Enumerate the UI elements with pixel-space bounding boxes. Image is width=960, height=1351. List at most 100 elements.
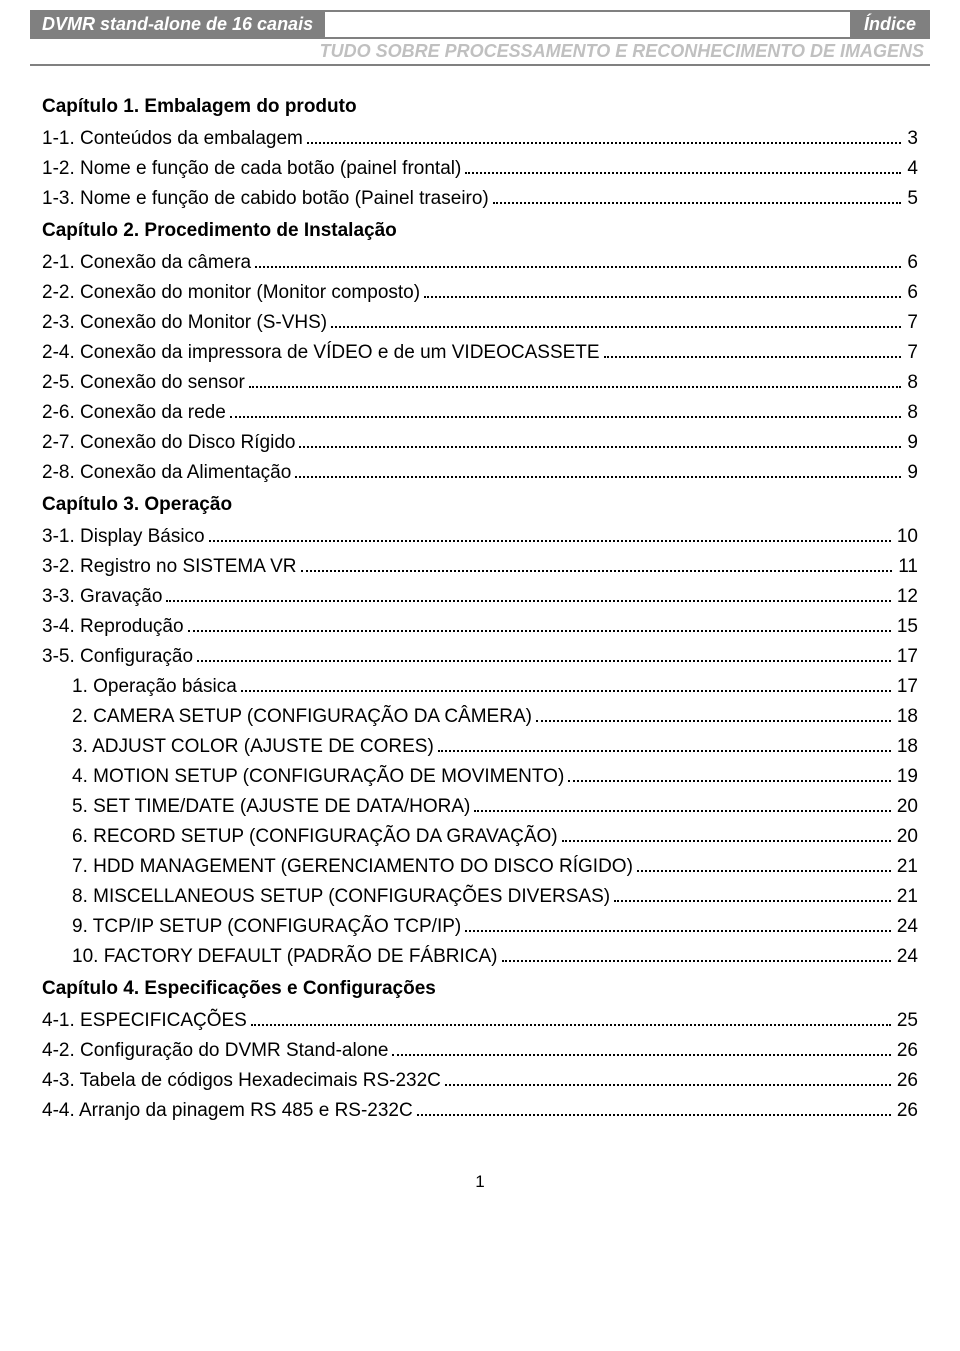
toc-entry-label: 1. Operação básica	[72, 676, 237, 698]
toc-entry-page: 5	[905, 188, 918, 210]
header-subtitle: TUDO SOBRE PROCESSAMENTO E RECONHECIMENT…	[30, 39, 930, 66]
toc-entry-page: 3	[905, 128, 918, 150]
header-title-right: Índice	[850, 12, 930, 37]
toc-entry: 2-3. Conexão do Monitor (S-VHS) 7	[42, 312, 918, 334]
toc-entry: 2-7. Conexão do Disco Rígido 9	[42, 432, 918, 454]
toc-leader-dots	[562, 840, 891, 842]
toc-leader-dots	[424, 296, 901, 298]
toc-entry: 2-1. Conexão da câmera 6	[42, 252, 918, 274]
toc-entry-label: 10. FACTORY DEFAULT (PADRÃO DE FÁBRICA)	[72, 946, 498, 968]
toc-entry-label: 2-8. Conexão da Alimentação	[42, 462, 291, 484]
toc-entry-page: 18	[895, 736, 918, 758]
toc-leader-dots	[474, 810, 891, 812]
toc-leader-dots	[255, 266, 901, 268]
toc-entry: 1-1. Conteúdos da embalagem 3	[42, 128, 918, 150]
toc-leader-dots	[197, 660, 891, 662]
toc-leader-dots	[417, 1114, 891, 1116]
toc-entry-label: 2-1. Conexão da câmera	[42, 252, 251, 274]
toc-entry-label: 4-4. Arranjo da pinagem RS 485 e RS-232C	[42, 1100, 413, 1122]
page-number: 1	[0, 1172, 960, 1192]
chapter-heading: Capítulo 2. Procedimento de Instalação	[42, 220, 918, 242]
toc-entry: 3-5. Configuração 17	[42, 646, 918, 668]
toc-entry-page: 19	[895, 766, 918, 788]
toc-entry: 3-2. Registro no SISTEMA VR 11	[42, 556, 918, 578]
toc-entry-label: 4-2. Configuração do DVMR Stand-alone	[42, 1040, 388, 1062]
toc-entry-label: 4-1. ESPECIFICAÇÕES	[42, 1010, 247, 1032]
toc-entry-page: 9	[905, 432, 918, 454]
toc-entry: 2-5. Conexão do sensor 8	[42, 372, 918, 394]
toc-entry-page: 20	[895, 796, 918, 818]
toc-entry: 2. CAMERA SETUP (CONFIGURAÇÃO DA CÂMERA)…	[42, 706, 918, 728]
header-title-left: DVMR stand-alone de 16 canais	[30, 12, 325, 37]
toc-entry-label: 3-3. Gravação	[42, 586, 162, 608]
toc-entry-label: 3. ADJUST COLOR (AJUSTE DE CORES)	[72, 736, 434, 758]
toc-entry-page: 9	[905, 462, 918, 484]
toc-leader-dots	[392, 1054, 890, 1056]
toc-entry-page: 20	[895, 826, 918, 848]
toc-leader-dots	[249, 386, 902, 388]
toc-entry-page: 26	[895, 1100, 918, 1122]
toc-entry-label: 8. MISCELLANEOUS SETUP (CONFIGURAÇÕES DI…	[72, 886, 610, 908]
toc-leader-dots	[438, 750, 891, 752]
toc-entry-label: 2-4. Conexão da impressora de VÍDEO e de…	[42, 342, 600, 364]
toc-entry-page: 7	[905, 312, 918, 334]
toc-entry-page: 17	[895, 646, 918, 668]
toc-leader-dots	[307, 142, 902, 144]
toc-entry-page: 24	[895, 946, 918, 968]
toc-entry-label: 2-5. Conexão do sensor	[42, 372, 245, 394]
toc-entry-label: 2-3. Conexão do Monitor (S-VHS)	[42, 312, 327, 334]
toc-entry-page: 8	[905, 402, 918, 424]
toc-entry-page: 24	[895, 916, 918, 938]
toc-entry: 4-2. Configuração do DVMR Stand-alone 26	[42, 1040, 918, 1062]
toc-leader-dots	[301, 570, 893, 572]
toc-leader-dots	[465, 930, 891, 932]
toc-content: Capítulo 1. Embalagem do produto 1-1. Con…	[42, 96, 918, 1122]
toc-entry: 4-4. Arranjo da pinagem RS 485 e RS-232C…	[42, 1100, 918, 1122]
toc-entry-page: 25	[895, 1010, 918, 1032]
toc-entry: 1. Operação básica 17	[42, 676, 918, 698]
toc-entry-page: 26	[895, 1040, 918, 1062]
toc-leader-dots	[604, 356, 902, 358]
toc-entry-label: 7. HDD MANAGEMENT (GERENCIAMENTO DO DISC…	[72, 856, 633, 878]
toc-entry-page: 10	[895, 526, 918, 548]
toc-entry-label: 1-2. Nome e função de cada botão (painel…	[42, 158, 461, 180]
toc-entry-label: 1-1. Conteúdos da embalagem	[42, 128, 303, 150]
toc-entry-page: 8	[905, 372, 918, 394]
toc-entry: 3-1. Display Básico 10	[42, 526, 918, 548]
toc-entry: 3-4. Reprodução 15	[42, 616, 918, 638]
toc-leader-dots	[209, 540, 891, 542]
chapter-heading: Capítulo 4. Especificações e Configuraçõ…	[42, 978, 918, 1000]
toc-entry-label: 3-2. Registro no SISTEMA VR	[42, 556, 297, 578]
toc-leader-dots	[331, 326, 901, 328]
toc-entry: 2-4. Conexão da impressora de VÍDEO e de…	[42, 342, 918, 364]
toc-entry-page: 4	[905, 158, 918, 180]
toc-leader-dots	[188, 630, 891, 632]
toc-entry: 1-3. Nome e função de cabido botão (Pain…	[42, 188, 918, 210]
toc-entry-page: 18	[895, 706, 918, 728]
toc-entry-label: 2. CAMERA SETUP (CONFIGURAÇÃO DA CÂMERA)	[72, 706, 532, 728]
toc-leader-dots	[230, 416, 902, 418]
chapter-heading: Capítulo 1. Embalagem do produto	[42, 96, 918, 118]
toc-entry-label: 2-7. Conexão do Disco Rígido	[42, 432, 295, 454]
toc-entry-label: 6. RECORD SETUP (CONFIGURAÇÃO DA GRAVAÇÃ…	[72, 826, 558, 848]
toc-entry-page: 6	[905, 252, 918, 274]
toc-entry: 4-3. Tabela de códigos Hexadecimais RS-2…	[42, 1070, 918, 1092]
toc-entry-page: 6	[905, 282, 918, 304]
toc-entry: 10. FACTORY DEFAULT (PADRÃO DE FÁBRICA) …	[42, 946, 918, 968]
header-spacer	[325, 12, 850, 37]
toc-leader-dots	[166, 600, 890, 602]
toc-entry: 7. HDD MANAGEMENT (GERENCIAMENTO DO DISC…	[42, 856, 918, 878]
toc-entry-label: 3-5. Configuração	[42, 646, 193, 668]
toc-entry: 2-2. Conexão do monitor (Monitor compost…	[42, 282, 918, 304]
toc-entry-label: 2-2. Conexão do monitor (Monitor compost…	[42, 282, 420, 304]
document-page: DVMR stand-alone de 16 canais Índice TUD…	[0, 10, 960, 1232]
toc-leader-dots	[568, 780, 891, 782]
toc-entry-page: 21	[895, 856, 918, 878]
toc-entry: 3-3. Gravação 12	[42, 586, 918, 608]
toc-entry-page: 11	[896, 556, 918, 578]
toc-entry-page: 15	[895, 616, 918, 638]
toc-entry: 4-1. ESPECIFICAÇÕES 25	[42, 1010, 918, 1032]
toc-leader-dots	[445, 1084, 891, 1086]
toc-entry: 8. MISCELLANEOUS SETUP (CONFIGURAÇÕES DI…	[42, 886, 918, 908]
toc-entry: 6. RECORD SETUP (CONFIGURAÇÃO DA GRAVAÇÃ…	[42, 826, 918, 848]
